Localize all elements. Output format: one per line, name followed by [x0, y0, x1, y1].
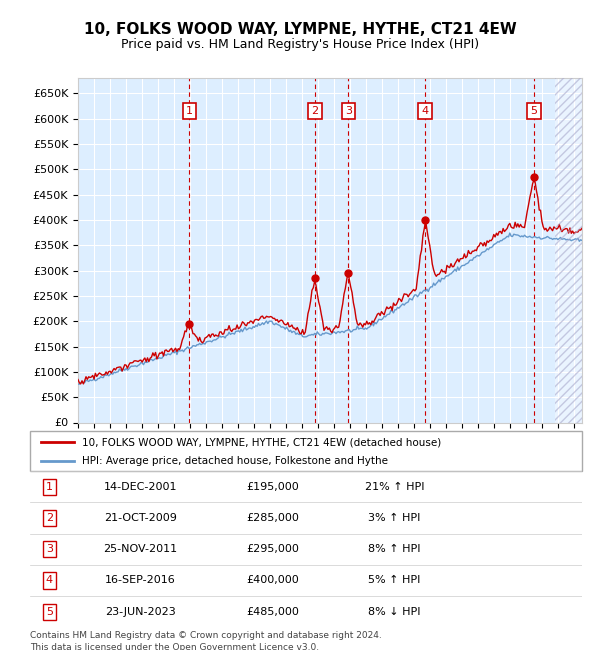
Text: 5: 5 [530, 106, 537, 116]
Text: 5: 5 [46, 606, 53, 617]
Text: 4: 4 [46, 575, 53, 586]
Text: 5% ↑ HPI: 5% ↑ HPI [368, 575, 421, 586]
Text: 21-OCT-2009: 21-OCT-2009 [104, 513, 177, 523]
Text: 2: 2 [46, 513, 53, 523]
Text: 16-SEP-2016: 16-SEP-2016 [105, 575, 176, 586]
Text: 25-NOV-2011: 25-NOV-2011 [103, 544, 178, 554]
Text: 1: 1 [46, 482, 53, 492]
Text: 1: 1 [186, 106, 193, 116]
Text: 21% ↑ HPI: 21% ↑ HPI [365, 482, 424, 492]
Text: 3% ↑ HPI: 3% ↑ HPI [368, 513, 421, 523]
Text: 10, FOLKS WOOD WAY, LYMPNE, HYTHE, CT21 4EW: 10, FOLKS WOOD WAY, LYMPNE, HYTHE, CT21 … [83, 21, 517, 37]
Text: £195,000: £195,000 [247, 482, 299, 492]
Text: 3: 3 [46, 544, 53, 554]
Text: Price paid vs. HM Land Registry's House Price Index (HPI): Price paid vs. HM Land Registry's House … [121, 38, 479, 51]
Text: £295,000: £295,000 [247, 544, 299, 554]
Text: HPI: Average price, detached house, Folkestone and Hythe: HPI: Average price, detached house, Folk… [82, 456, 388, 466]
Text: £400,000: £400,000 [247, 575, 299, 586]
FancyBboxPatch shape [30, 431, 582, 471]
Text: 3: 3 [345, 106, 352, 116]
Text: £485,000: £485,000 [247, 606, 299, 617]
Text: 23-JUN-2023: 23-JUN-2023 [105, 606, 176, 617]
Text: 14-DEC-2001: 14-DEC-2001 [104, 482, 177, 492]
Text: 10, FOLKS WOOD WAY, LYMPNE, HYTHE, CT21 4EW (detached house): 10, FOLKS WOOD WAY, LYMPNE, HYTHE, CT21 … [82, 437, 442, 447]
Text: 2: 2 [311, 106, 319, 116]
Text: £285,000: £285,000 [247, 513, 299, 523]
Text: This data is licensed under the Open Government Licence v3.0.: This data is licensed under the Open Gov… [30, 644, 319, 650]
Text: 8% ↑ HPI: 8% ↑ HPI [368, 544, 421, 554]
Text: Contains HM Land Registry data © Crown copyright and database right 2024.: Contains HM Land Registry data © Crown c… [30, 630, 382, 640]
Text: 4: 4 [422, 106, 429, 116]
Text: 8% ↓ HPI: 8% ↓ HPI [368, 606, 421, 617]
